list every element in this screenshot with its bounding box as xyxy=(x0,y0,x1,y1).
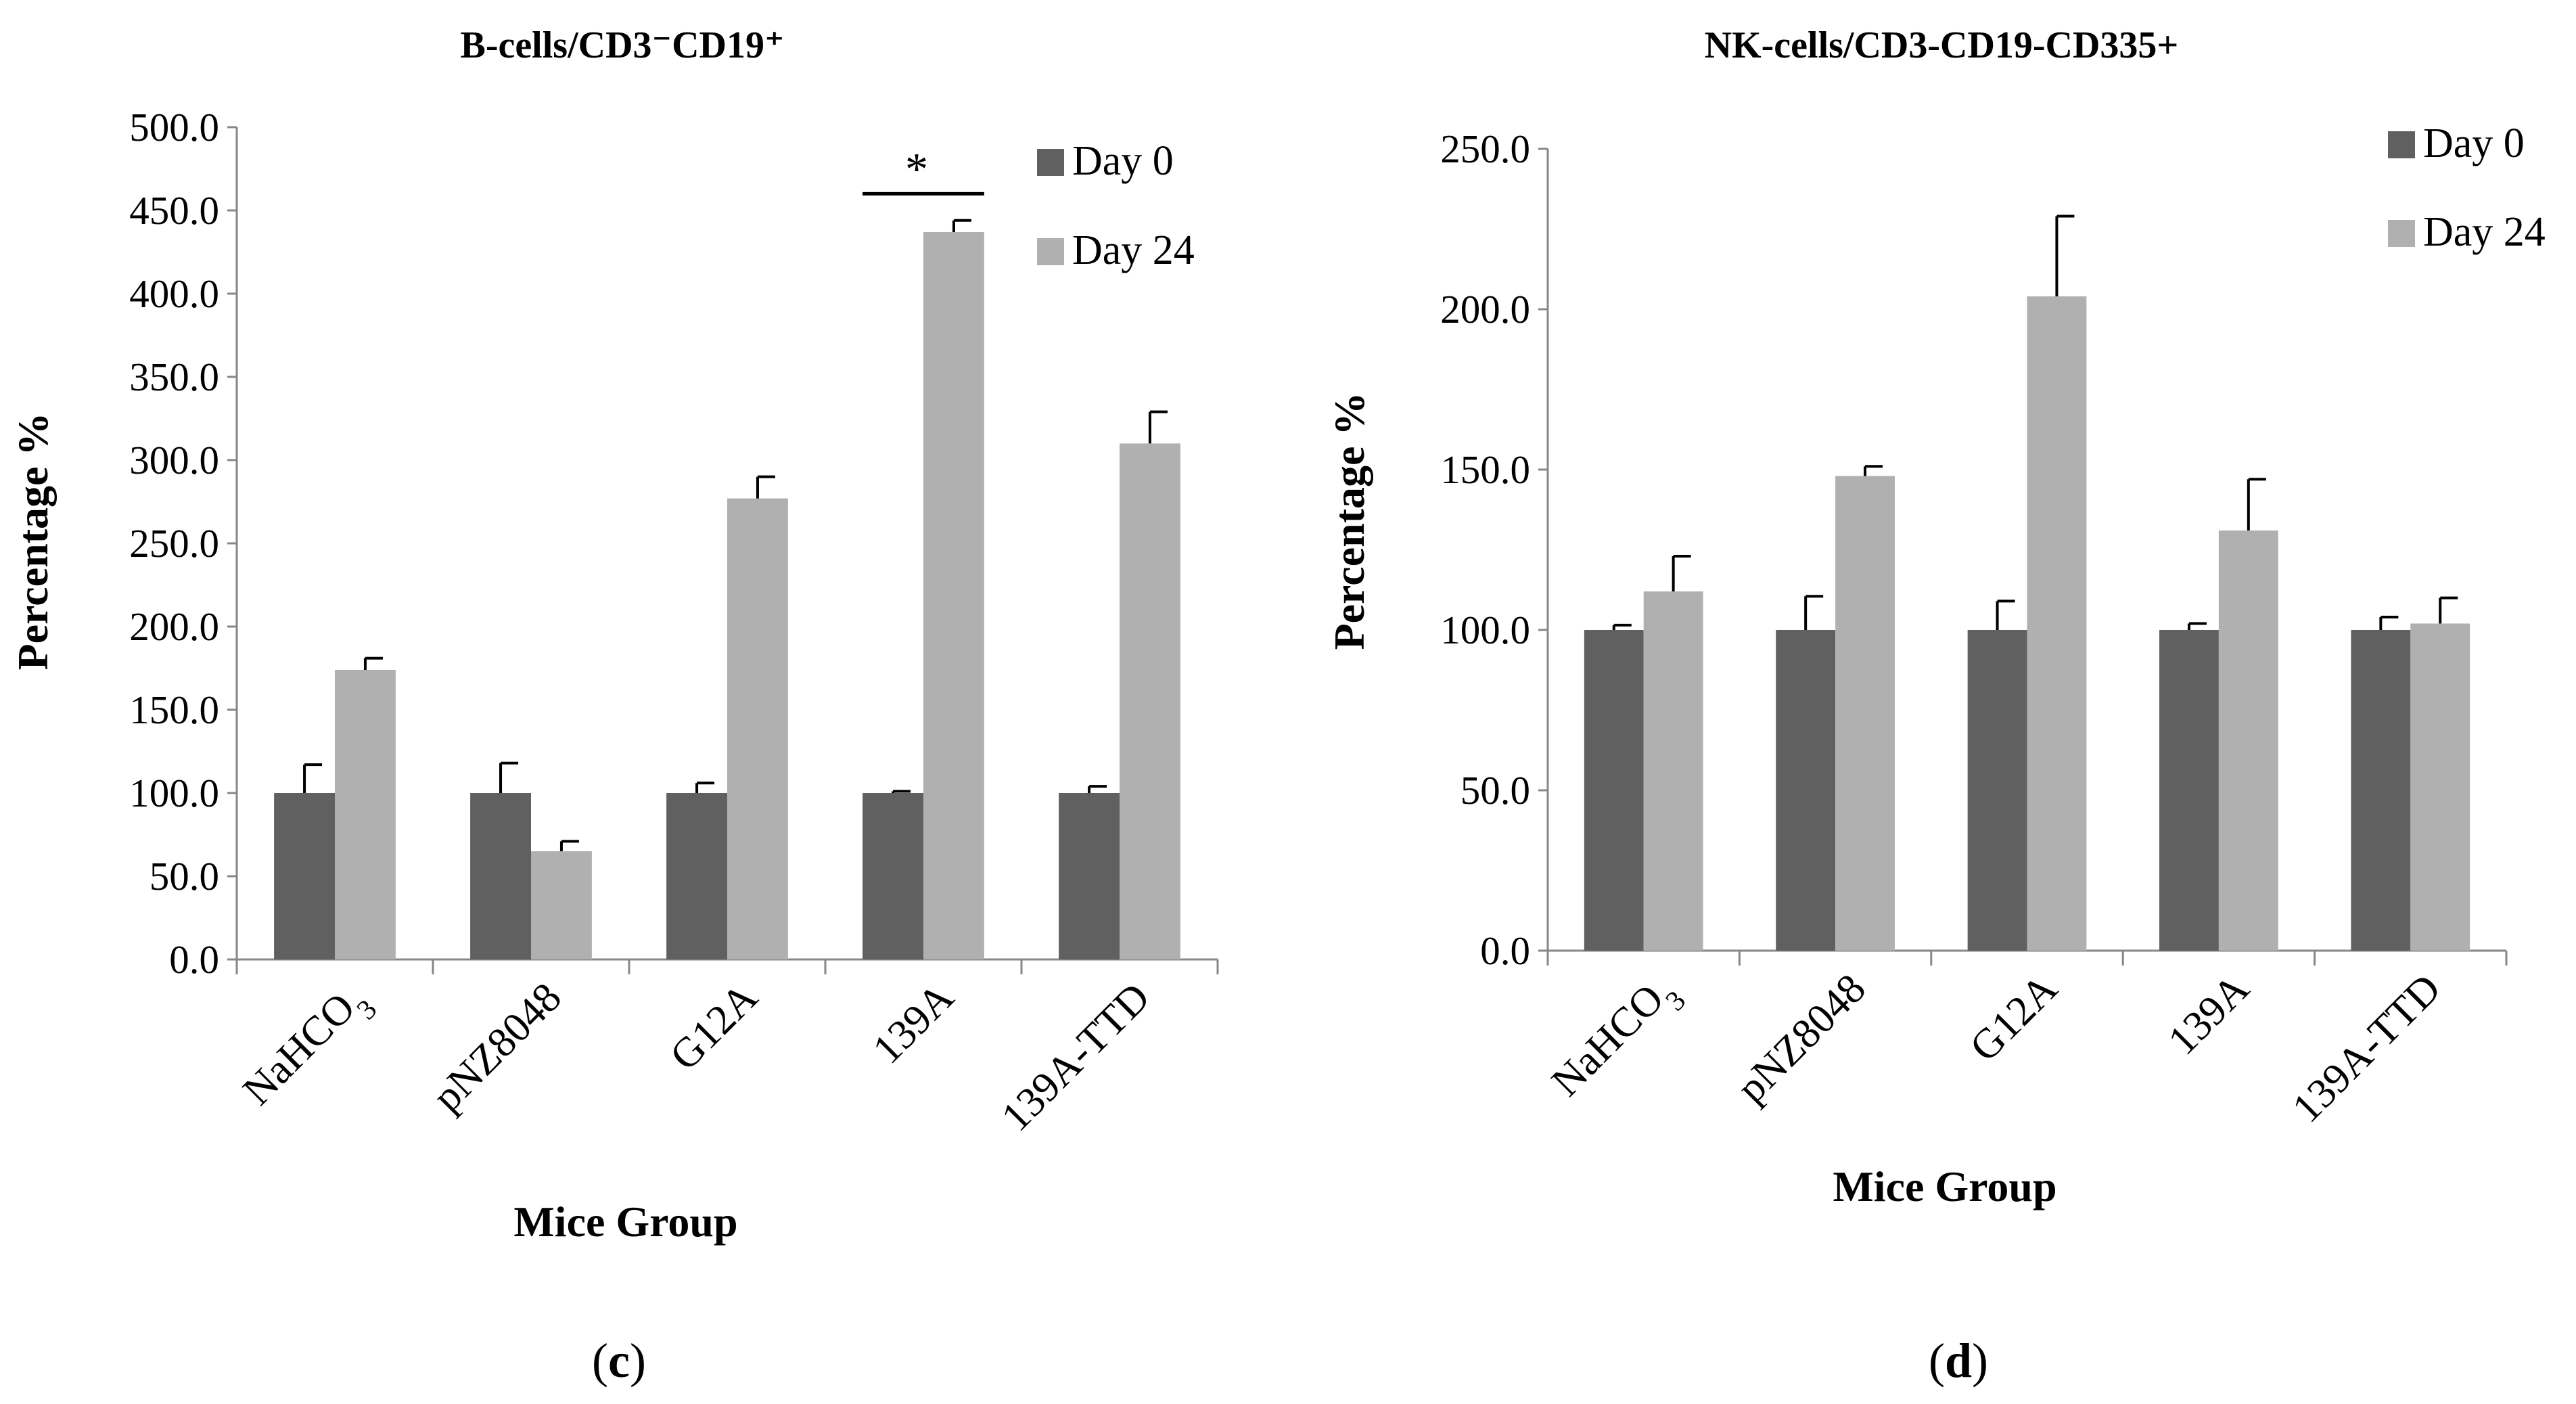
y-axis-label: Percentage % xyxy=(9,413,57,671)
plot-area: 0.0 50.0 100.0 150.0 200.0 250.0 NaHCO3 pNZ8048… xyxy=(1440,120,2546,1131)
legend-swatch xyxy=(1037,238,1064,265)
error-bar xyxy=(363,656,383,670)
legend-swatch xyxy=(1037,149,1064,176)
error-bar xyxy=(1804,595,1824,630)
bar-day-0 xyxy=(1059,793,1120,959)
error-bar xyxy=(756,475,775,499)
y-axis-label: Percentage % xyxy=(1325,392,1373,650)
significance-marker: * xyxy=(905,143,928,194)
subscript: 3 xyxy=(1660,985,1692,1017)
error-bar xyxy=(952,219,971,232)
y-tick-label: 300.0 xyxy=(129,438,219,482)
bar-day-0 xyxy=(470,793,531,959)
x-tick-label: G12A xyxy=(662,974,766,1079)
bar-day-24 xyxy=(2027,296,2087,951)
error-bar xyxy=(2055,214,2075,297)
panel-label-letter: c xyxy=(608,1334,630,1388)
x-axis-label: Mice Group xyxy=(513,1198,737,1246)
bar-day-0 xyxy=(2351,630,2411,951)
bar-day-0 xyxy=(1776,630,1836,951)
y-tick-label: 0.0 xyxy=(1480,928,1530,973)
x-tick-label: G12A xyxy=(1961,966,2066,1070)
y-tick-label: 250.0 xyxy=(1440,127,1530,171)
bar-day-0 xyxy=(666,793,727,959)
bar-day-24 xyxy=(1120,443,1180,959)
panel-d: NK-cells/CD3-CD19-CD335+ Percentage % Mi… xyxy=(1325,24,2546,1388)
error-bar xyxy=(303,763,323,793)
chart-title: B-cells/CD3⁻CD19⁺ xyxy=(460,24,784,66)
panel-label: (d) xyxy=(1929,1334,1988,1388)
bar-day-24 xyxy=(2218,530,2278,951)
error-bar xyxy=(559,840,579,852)
y-tick-label: 200.0 xyxy=(129,604,219,649)
x-tick-label: 139A-TTD xyxy=(2284,966,2450,1131)
error-bar xyxy=(2439,596,2458,624)
error-bar xyxy=(1996,599,2015,630)
error-bar xyxy=(1672,554,1691,592)
y-tick-label: 350.0 xyxy=(129,355,219,399)
error-bar xyxy=(1088,785,1107,793)
legend-swatch xyxy=(2388,131,2415,158)
legend-label: Day 0 xyxy=(2423,120,2525,166)
bar-day-24 xyxy=(335,669,396,959)
bar-day-0 xyxy=(862,793,923,959)
legend-swatch xyxy=(2388,220,2415,247)
bar-day-24 xyxy=(1835,476,1895,951)
bar-day-0 xyxy=(274,793,335,959)
bar-day-0 xyxy=(1584,630,1644,951)
bar-day-24 xyxy=(727,498,788,959)
bar-day-0 xyxy=(1967,630,2027,951)
error-bar xyxy=(499,761,519,793)
panel-c: B-cells/CD3⁻CD19⁺ Percentage % Mice Grou… xyxy=(9,24,1219,1388)
y-tick-label: 200.0 xyxy=(1440,287,1530,332)
y-tick-label: 150.0 xyxy=(1440,447,1530,492)
y-tick-label: 150.0 xyxy=(129,687,219,732)
y-tick-label: 50.0 xyxy=(150,854,219,899)
y-tick-label: 100.0 xyxy=(129,771,219,815)
legend-label: Day 24 xyxy=(1072,227,1195,273)
chart-title: NK-cells/CD3-CD19-CD335+ xyxy=(1705,24,2179,66)
y-tick-label: 500.0 xyxy=(129,105,219,150)
x-tick-label: NaHCO3 xyxy=(1543,966,1692,1114)
x-axis-label: Mice Group xyxy=(1833,1162,2056,1210)
x-tick-label: pNZ8048 xyxy=(1728,966,1874,1112)
x-tick-label: pNZ8048 xyxy=(424,974,570,1120)
y-tick-label: 50.0 xyxy=(1460,768,1530,813)
error-bar xyxy=(1612,623,1632,630)
error-bar xyxy=(1148,410,1168,444)
y-tick-label: 450.0 xyxy=(129,188,219,233)
x-tick-label: 139A-TTD xyxy=(993,974,1159,1140)
y-tick-label: 250.0 xyxy=(129,521,219,566)
bar-day-0 xyxy=(2159,630,2219,951)
panel-label: (c) xyxy=(592,1334,646,1388)
bar-day-24 xyxy=(923,231,984,960)
bar-day-24 xyxy=(531,851,592,959)
y-tick-label: 0.0 xyxy=(169,937,219,982)
error-bar xyxy=(2187,622,2207,630)
y-tick-label: 400.0 xyxy=(129,271,219,316)
error-bar xyxy=(1864,465,1883,476)
x-tick-label: 139A xyxy=(864,974,963,1073)
bar-day-24 xyxy=(2410,623,2470,951)
x-tick-label: 139A xyxy=(2159,966,2258,1064)
panel-label-letter: d xyxy=(1945,1334,1972,1388)
bar-day-24 xyxy=(1643,591,1703,951)
legend-label: Day 0 xyxy=(1072,138,1174,184)
y-tick-label: 100.0 xyxy=(1440,608,1530,652)
error-bar xyxy=(2247,478,2266,531)
error-bar xyxy=(695,782,715,793)
plot-area: 0.0 50.0 100.0 150.0 200.0 250.0 300.0 350.0 400… xyxy=(129,105,1219,1140)
error-bar xyxy=(2379,616,2399,630)
subscript: 3 xyxy=(351,994,383,1026)
error-bar xyxy=(892,790,911,793)
x-tick-label: NaHCO3 xyxy=(234,974,383,1123)
legend-label: Day 24 xyxy=(2423,209,2546,255)
